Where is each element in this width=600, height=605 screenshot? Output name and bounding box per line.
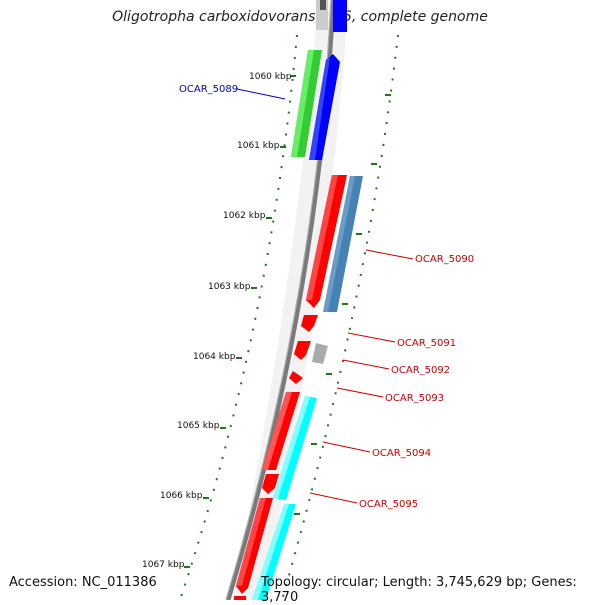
gene-label-ocar-5093[interactable]: OCAR_5093 [385,393,444,404]
gene-top-dark [320,0,326,10]
gene-ocar-5090 [323,176,363,312]
kbp-label-1067: 1067 kbp [142,560,185,570]
leader-ocar-5093 [336,387,384,398]
kbp-label-1062: 1062 kbp [223,211,266,221]
leader-ocar-5090 [365,249,414,260]
gene-label-ocar-5090[interactable]: OCAR_5090 [415,254,474,265]
gene-red-5092 [294,341,311,360]
leader-ocar-5095 [309,492,358,504]
kbp-label-1061: 1061 kbp [237,141,280,151]
gene-ocar-5091 [301,315,318,332]
gene-red-5 [234,596,246,600]
gene-ocar-5094 [273,396,317,500]
kbp-label-1065: 1065 kbp [177,421,220,431]
gene-top-blue [333,0,347,32]
right-major-ticks [294,94,391,515]
gene-green [291,50,322,157]
gene-label-ocar-5089[interactable]: OCAR_5089 [179,84,238,95]
left-scale-track [179,34,298,600]
gene-red-4 [236,498,273,594]
gene-label-ocar-5092[interactable]: OCAR_5092 [391,365,450,376]
gene-red-2 [262,392,300,470]
kbp-label-1063: 1063 kbp [208,282,251,292]
gene-red-3 [262,474,279,494]
accession-text: Accession: NC_011386 [9,575,157,590]
map-title: Oligotropha carboxidovorans OM5, complet… [112,9,488,25]
gene-label-ocar-5091[interactable]: OCAR_5091 [397,338,456,349]
leader-ocar-5092 [342,359,390,370]
gene-ocar-5093 [289,371,303,384]
leader-ocar-5091 [347,332,396,343]
leader-ocar-5089 [236,88,286,100]
kbp-label-1064: 1064 kbp [193,352,236,362]
leader-ocar-5094 [322,441,371,453]
kbp-label-1060: 1060 kbp [249,72,292,82]
left-major-ticks [184,75,296,568]
gene-ocar-5092 [312,343,328,364]
genome-summary-text: Topology: circular; Length: 3,745,629 bp… [261,575,577,605]
gene-label-ocar-5095[interactable]: OCAR_5095 [359,499,418,510]
gene-ocar-5089 [309,54,340,160]
gene-red-1 [306,175,347,308]
kbp-label-1066: 1066 kbp [160,491,203,501]
gene-label-ocar-5094[interactable]: OCAR_5094 [372,448,431,459]
gene-ocar-5095 [252,504,296,600]
